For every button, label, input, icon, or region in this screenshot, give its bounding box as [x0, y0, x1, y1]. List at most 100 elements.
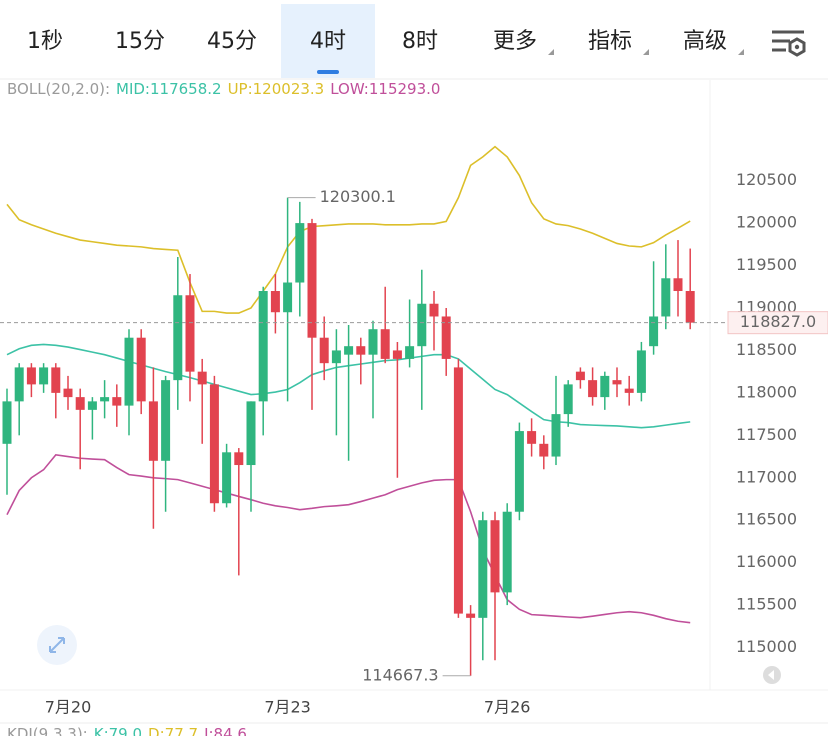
- candle-body: [636, 350, 646, 393]
- tab[interactable]: 15分: [115, 29, 165, 54]
- y-tick-label: 120000: [736, 213, 797, 232]
- candle-body: [197, 371, 207, 385]
- candle-body: [136, 337, 146, 402]
- candle-body: [51, 367, 61, 393]
- low-label: 114667.3: [362, 665, 438, 684]
- candle-body: [478, 520, 488, 618]
- tab[interactable]: 指标: [588, 29, 632, 54]
- candle-body: [514, 431, 524, 512]
- candle-body: [368, 329, 378, 355]
- candle-body: [624, 388, 634, 393]
- tab[interactable]: 45分: [207, 29, 257, 54]
- x-tick-label: 7月23: [264, 698, 311, 717]
- candle-body: [539, 443, 549, 457]
- candle-body: [2, 401, 12, 444]
- candle-body: [161, 380, 171, 461]
- y-tick-label: 117500: [736, 425, 797, 444]
- candle-body: [39, 367, 49, 385]
- candle-body: [405, 346, 415, 359]
- y-tick-label: 115500: [736, 595, 797, 614]
- x-tick-label: 7月20: [45, 698, 92, 717]
- dropdown-caret: [643, 49, 649, 55]
- tab[interactable]: 1秒: [27, 29, 63, 54]
- candle-body: [209, 384, 219, 504]
- legend-up: UP:120023.3: [228, 80, 325, 98]
- legend-mid: MID:117658.2: [116, 80, 222, 98]
- indicator-name: BOLL(20,2.0):: [7, 80, 110, 98]
- candle-body: [490, 520, 500, 593]
- kdj-j: J:84.6: [203, 725, 247, 736]
- kdj-k: K:79.0: [94, 725, 142, 736]
- tab-underline: [317, 70, 339, 74]
- tab[interactable]: 8时: [402, 29, 438, 54]
- candle-body: [14, 367, 24, 402]
- candle-body: [649, 316, 659, 347]
- candle-body: [429, 303, 439, 317]
- candle-body: [466, 613, 476, 618]
- candle-body: [63, 388, 73, 398]
- candle-body: [124, 337, 134, 406]
- candle-body: [295, 223, 305, 283]
- candle-body: [563, 384, 573, 415]
- dropdown-caret: [548, 49, 554, 55]
- candle-body: [356, 346, 366, 355]
- x-tick-label: 7月26: [484, 698, 531, 717]
- candle-body: [551, 414, 561, 457]
- candle-body: [441, 316, 451, 359]
- expand-button[interactable]: [37, 625, 77, 665]
- last-price-label: 118827.0: [740, 312, 816, 331]
- candle-body: [185, 295, 195, 372]
- y-tick-label: 117000: [736, 467, 797, 486]
- candle-body: [417, 303, 427, 347]
- dropdown-caret: [738, 49, 744, 55]
- candle-body: [575, 371, 585, 381]
- candle-body: [673, 278, 683, 292]
- candle-body: [319, 337, 329, 364]
- candle-body: [527, 431, 537, 444]
- candle-body: [148, 401, 158, 461]
- tab[interactable]: 更多: [493, 29, 537, 54]
- legend-low: LOW:115293.0: [330, 80, 440, 98]
- plot-area: [2, 145, 695, 676]
- tab[interactable]: 4时: [310, 29, 346, 54]
- candle-body: [26, 367, 36, 385]
- y-tick-label: 116000: [736, 552, 797, 571]
- candle-body: [331, 350, 341, 364]
- candle-body: [307, 223, 317, 338]
- settings-icon[interactable]: [772, 30, 806, 57]
- y-tick-label: 118500: [736, 340, 797, 359]
- last-price-box: [727, 311, 828, 335]
- candle-body: [612, 380, 622, 385]
- y-tick-label: 118000: [736, 382, 797, 401]
- candle-body: [234, 452, 244, 466]
- candle-body: [258, 291, 268, 402]
- candle-body: [588, 380, 598, 398]
- candle-body: [87, 401, 97, 410]
- selected-tab-bg: [281, 4, 375, 78]
- y-tick-label: 116500: [736, 510, 797, 529]
- scroll-button[interactable]: [763, 666, 781, 684]
- boll-low: [6, 453, 691, 624]
- y-tick-label: 119500: [736, 255, 797, 274]
- candle-body: [222, 452, 232, 504]
- candle-body: [75, 397, 85, 410]
- candle-body: [283, 282, 293, 313]
- candle-body: [344, 346, 354, 355]
- high-label: 120300.1: [320, 187, 396, 206]
- kdj-legend: KDJ(9,3,3): K:79.0 D:77.7 J:84.6: [7, 725, 247, 736]
- candle-body: [270, 291, 280, 313]
- candle-body: [173, 295, 183, 381]
- y-tick-label: 120500: [736, 170, 797, 189]
- candle-body: [502, 511, 512, 593]
- boll-legend: BOLL(20,2.0): MID:117658.2 UP:120023.3 LOW:…: [7, 80, 440, 98]
- candle-body: [392, 350, 402, 359]
- candle-body: [112, 397, 122, 406]
- candle-body: [600, 375, 610, 398]
- kdj-d: D:77.7: [148, 725, 198, 736]
- kdj-title: KDJ(9,3,3):: [7, 725, 88, 736]
- tab[interactable]: 高级: [683, 29, 727, 54]
- boll-up: [6, 145, 691, 314]
- candle-body: [100, 397, 110, 402]
